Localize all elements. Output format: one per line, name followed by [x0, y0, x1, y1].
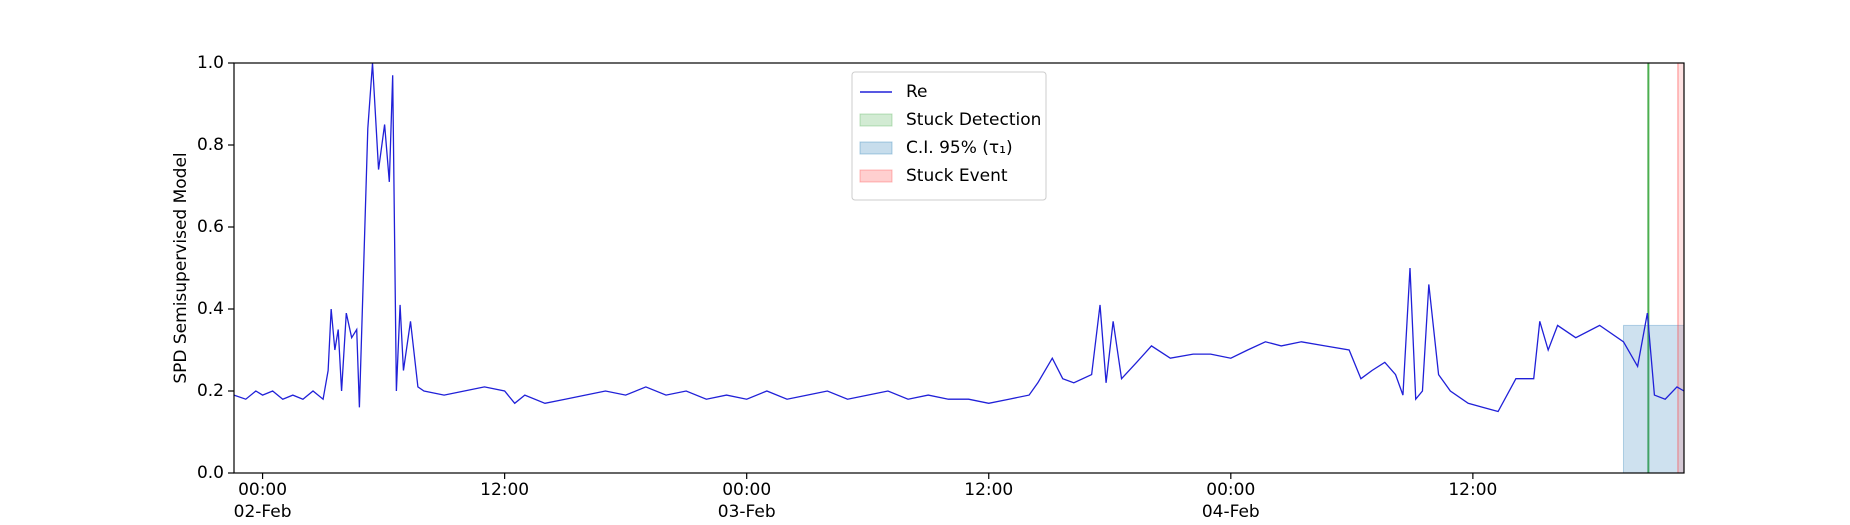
y-tick-label: 0.8	[197, 135, 224, 155]
legend-swatch	[859, 169, 893, 183]
x-tick-label: 12:00	[1448, 480, 1497, 500]
data-line	[233, 62, 1685, 413]
x-tick-label: 00:00 04-Feb	[1202, 480, 1260, 522]
y-tick-label: 0.6	[197, 217, 224, 237]
legend-label: C.I. 95% (τ₁)	[906, 138, 1013, 158]
y-tick-label: 0.0	[197, 463, 224, 483]
legend-box	[851, 71, 1047, 201]
legend-label: Stuck Event	[906, 166, 1008, 186]
confidence-interval	[1622, 324, 1685, 474]
x-tick-label: 00:00 03-Feb	[718, 480, 776, 522]
x-tick-label: 12:00	[480, 480, 529, 500]
legend-swatch	[859, 141, 893, 155]
legend-swatch	[859, 113, 893, 127]
y-tick-label: 0.2	[197, 381, 224, 401]
y-tick-label: 1.0	[197, 53, 224, 73]
plot-frame	[233, 62, 1685, 474]
y-axis-label: SPD Semisupervised Model	[171, 152, 191, 383]
y-tick-label: 0.4	[197, 299, 224, 319]
legend-label: Stuck Detection	[906, 110, 1041, 130]
legend-label: Re	[906, 82, 928, 102]
x-tick-label: 12:00	[964, 480, 1013, 500]
stuck-event-band	[1677, 62, 1685, 474]
